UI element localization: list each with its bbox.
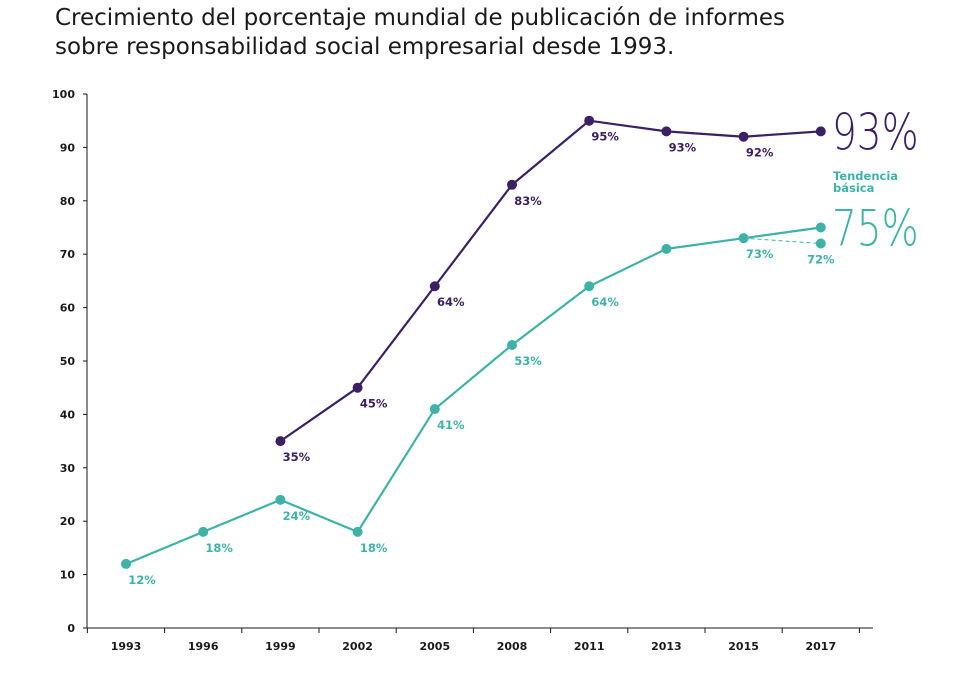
y-tick-label: 20: [60, 515, 76, 528]
x-tick-label: 2015: [728, 640, 759, 653]
y-tick-label: 70: [60, 248, 76, 261]
data-point-n100: [584, 115, 595, 126]
data-label-g250: 12%: [128, 573, 156, 587]
series-line-n100: [279, 119, 821, 443]
data-point-g250: [121, 558, 131, 569]
data-point-n100: [815, 126, 826, 137]
data-point-g250: [661, 243, 672, 254]
y-tick-label: 0: [67, 622, 75, 635]
data-point-n100: [738, 131, 749, 142]
y-tick-label: 80: [60, 195, 76, 208]
data-point-n100: [429, 281, 440, 292]
data-label-n100: 83%: [514, 194, 542, 208]
data-label-n100: 95%: [591, 130, 619, 144]
data-label-g250: 64%: [591, 295, 619, 309]
data-point-n100: [352, 382, 363, 393]
data-point-trend: [815, 238, 826, 249]
chart-title-line-1: Crecimiento del porcentaje mundial de pu…: [55, 5, 786, 31]
data-point-g250: [429, 404, 440, 415]
y-tick-label: 30: [60, 462, 76, 475]
data-label-n100: 93%: [669, 140, 697, 154]
series-line-g250: [125, 226, 821, 565]
data-label-g250: 24%: [283, 509, 311, 523]
y-tick-label: 10: [60, 569, 76, 582]
x-tick-label: 2005: [419, 640, 450, 653]
x-tick-label: 1999: [265, 640, 296, 653]
x-tick-label: 1996: [188, 640, 219, 653]
end-value-label-g250: 75%: [832, 199, 919, 258]
x-tick-label: 2008: [497, 640, 528, 653]
data-point-n100: [275, 436, 286, 447]
data-point-g250: [584, 281, 595, 292]
data-point-g250: [507, 339, 517, 350]
data-label-g250: 18%: [205, 541, 233, 555]
data-point-g250: [275, 494, 286, 505]
y-tick-label: 100: [52, 88, 75, 101]
data-point-g250: [815, 222, 826, 233]
data-point-n100: [661, 126, 672, 137]
y-tick-label: 60: [60, 302, 76, 315]
data-label-n100: 35%: [283, 450, 311, 464]
trend-annotation-line-1: Tendencia: [833, 169, 898, 183]
data-label-n100: 92%: [746, 146, 774, 160]
data-label-g250: 73%: [746, 247, 774, 261]
data-point-n100: [507, 179, 517, 190]
x-tick-label: 2017: [805, 640, 836, 653]
data-label-trend: 72%: [807, 253, 835, 267]
chart-title: Crecimiento del porcentaje mundial de pu…: [55, 4, 915, 62]
data-label-g250: 18%: [360, 541, 388, 555]
end-value-label-n100: 93%: [832, 103, 919, 162]
chart-title-line-2: sobre responsabilidad social empresarial…: [55, 34, 675, 60]
data-point-g250: [352, 526, 363, 537]
trend-dashed-line: [743, 237, 821, 245]
x-tick-label: 2011: [574, 640, 605, 653]
trend-annotation-line-2: básica: [833, 181, 874, 195]
y-tick-label: 50: [60, 355, 76, 368]
data-label-n100: 64%: [437, 295, 465, 309]
data-label-n100: 45%: [360, 397, 388, 411]
y-tick-label: 40: [60, 408, 76, 421]
data-label-g250: 41%: [437, 418, 465, 432]
x-tick-label: 1993: [111, 640, 142, 653]
data-point-g250: [198, 526, 209, 537]
data-label-g250: 53%: [514, 354, 542, 368]
y-tick-label: 90: [60, 141, 76, 154]
x-tick-label: 2013: [651, 640, 682, 653]
x-tick-label: 2002: [342, 640, 373, 653]
